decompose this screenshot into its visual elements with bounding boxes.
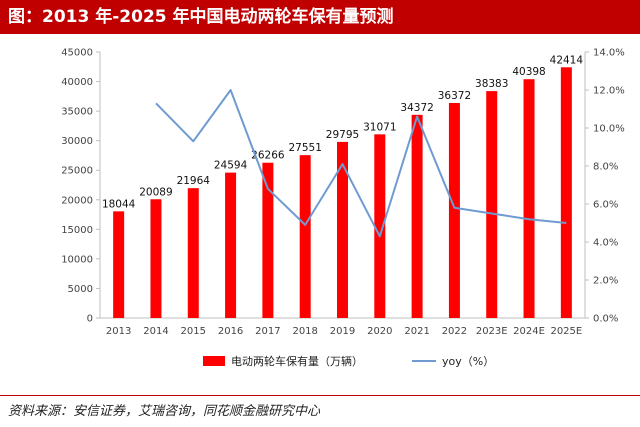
bar (187, 188, 199, 318)
x-axis-tick-label: 2025E (550, 326, 582, 337)
bar-data-label: 34372 (400, 102, 433, 114)
bar (225, 172, 237, 318)
right-axis-tick-label: 12.0% (593, 86, 625, 97)
x-axis-tick-label: 2024E (513, 326, 545, 337)
page-title: 图：2013 年-2025 年中国电动两轮车保有量预测 (8, 7, 394, 27)
bar (486, 91, 498, 318)
bar (411, 114, 423, 318)
bar-data-label: 31071 (363, 121, 396, 133)
bar (337, 141, 348, 318)
bar-data-label: 27551 (288, 142, 321, 154)
bar-data-label: 40398 (512, 66, 545, 78)
left-axis-tick-label: 20000 (61, 195, 93, 206)
bar (560, 67, 572, 318)
axes: 0 5000 10000 15000 20000 25000 30000 35000 40000… (61, 48, 625, 325)
bar-data-label: 42414 (550, 54, 584, 66)
bar-series (113, 67, 572, 318)
yoy-line (155, 89, 567, 238)
x-axis-tick-label: 2016 (218, 326, 243, 337)
legend: 电动两轮车保有量（万辆） yoy（%） (203, 354, 494, 368)
title-bar: 图：2013 年-2025 年中国电动两轮车保有量预测 (0, 0, 640, 34)
bar-data-label: 29795 (326, 129, 359, 141)
right-axis-tick-label: 2.0% (593, 276, 618, 287)
bar (299, 155, 311, 318)
left-axis-tick-label: 0 (87, 314, 93, 325)
left-axis-tick-label: 5000 (68, 284, 93, 295)
bar-data-label: 20089 (139, 186, 172, 198)
chart: 0 5000 10000 15000 20000 25000 30000 35000 40000… (61, 48, 625, 369)
right-axis-tick-label: 6.0% (593, 200, 618, 211)
right-axis-tick-label: 8.0% (593, 162, 618, 173)
x-axis-tick-label: 2020 (367, 326, 392, 337)
right-axis-tick-label: 14.0% (593, 48, 625, 59)
x-axis-tick-label: 2017 (255, 326, 280, 337)
x-axis-tick-label: 2021 (404, 326, 429, 337)
right-axis-tick-label: 10.0% (593, 124, 625, 135)
bar-data-label: 36372 (438, 90, 471, 102)
x-axis-tick-label: 2022 (442, 326, 467, 337)
bar (374, 134, 386, 318)
x-axis-tick-label: 2023E (476, 326, 508, 337)
x-axis-tick-label: 2019 (330, 326, 355, 337)
bar-data-label: 38383 (475, 78, 508, 90)
right-axis-tick-label: 4.0% (593, 238, 618, 249)
bar (448, 103, 460, 318)
legend-bar-swatch (203, 356, 225, 366)
source-note: 资料来源：安信证券，艾瑞咨询，同花顺金融研究中心 (8, 404, 321, 419)
x-axis-tick-label: 2018 (292, 326, 317, 337)
source-divider (0, 395, 640, 396)
legend-bar-label: 电动两轮车保有量（万辆） (231, 354, 363, 368)
left-axis-tick-label: 35000 (61, 107, 93, 118)
bar (262, 162, 274, 318)
left-axis-tick-label: 15000 (61, 225, 93, 236)
legend-line-label: yoy（%） (442, 355, 494, 368)
left-axis-tick-label: 45000 (61, 48, 93, 59)
yoy-line-series (155, 89, 567, 238)
left-axis-tick-label: 25000 (61, 166, 93, 177)
left-axis-tick-label: 10000 (61, 254, 93, 265)
bar-data-label: 26266 (251, 150, 285, 162)
left-axis-tick-label: 30000 (61, 136, 93, 147)
x-axis-tick-label: 2013 (106, 326, 131, 337)
bar-data-label: 18044 (102, 198, 136, 210)
x-axis-tick-label: 2014 (143, 326, 168, 337)
x-axis-tick-label: 2015 (181, 326, 206, 337)
right-axis-tick-label: 0.0% (593, 314, 618, 325)
bar (523, 79, 535, 318)
bar (150, 199, 162, 318)
bar-data-label: 21964 (177, 175, 211, 187)
x-axis-ticks: 2013 2014 2015 2016 2017 2018 2019 2020 2021 2022… (106, 326, 582, 337)
bar (113, 211, 125, 318)
left-axis-tick-label: 40000 (61, 77, 93, 88)
bar-data-label: 24594 (214, 160, 248, 172)
